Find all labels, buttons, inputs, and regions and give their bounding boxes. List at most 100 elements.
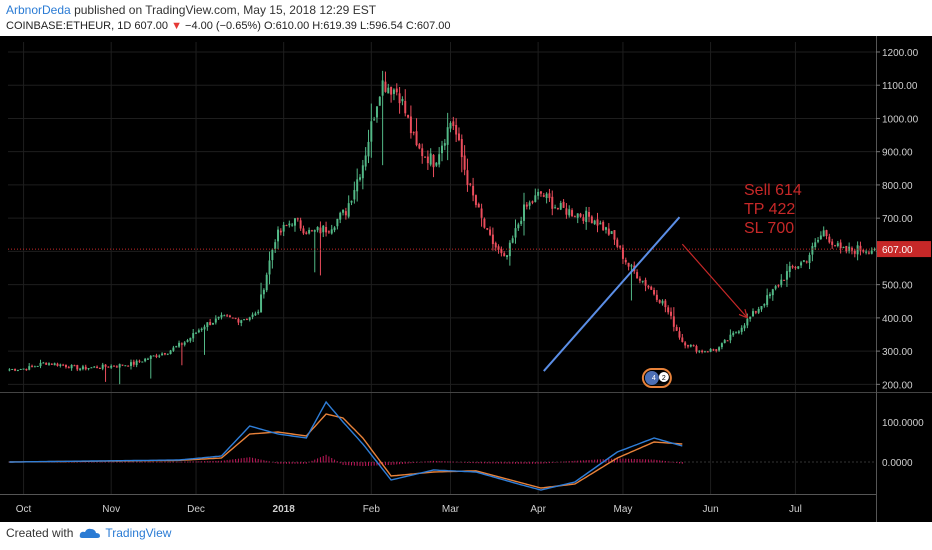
- candle-body: [245, 319, 248, 321]
- candle-body: [548, 193, 551, 199]
- candle-body: [599, 222, 602, 225]
- candle-body: [865, 251, 868, 253]
- time-tick-label: 2018: [273, 504, 296, 515]
- time-tick-label: Jul: [789, 504, 802, 515]
- candle-body: [627, 262, 630, 267]
- candle-body: [279, 230, 282, 233]
- author-link[interactable]: ArbnorDeda: [6, 3, 71, 17]
- time-tick-label: Apr: [530, 504, 546, 515]
- candle-body: [740, 327, 743, 332]
- candle-body: [489, 229, 492, 235]
- price-tick-label: 500.00: [882, 281, 913, 292]
- candle-body: [455, 124, 458, 135]
- candle-body: [808, 254, 811, 264]
- candle-body: [554, 207, 557, 209]
- price-tick-label: 700.00: [882, 214, 913, 225]
- candle-body: [115, 366, 118, 368]
- candle-body: [268, 260, 271, 275]
- candle-body: [127, 365, 130, 367]
- candle-body: [144, 358, 147, 362]
- candle-body: [689, 344, 692, 347]
- candle-body: [367, 141, 370, 157]
- candle-body: [763, 304, 766, 306]
- candle-body: [305, 232, 308, 234]
- candle-body: [336, 218, 339, 227]
- candle-body: [534, 195, 537, 202]
- price-tick-label: 1100.00: [882, 81, 918, 92]
- price-tick-label: 200.00: [882, 380, 913, 391]
- candle-body: [319, 227, 322, 234]
- candle-body: [169, 350, 172, 354]
- candle-body: [630, 265, 633, 267]
- candle-body: [424, 156, 427, 158]
- candle-body: [172, 347, 175, 351]
- candle-body: [621, 247, 624, 259]
- candle-body: [48, 363, 50, 365]
- candle-body: [441, 145, 443, 154]
- candle-body: [98, 367, 101, 369]
- candle-body: [209, 322, 212, 326]
- candle-body: [596, 219, 599, 226]
- candle-body: [407, 114, 410, 118]
- tradingview-brand[interactable]: TradingView: [79, 526, 171, 540]
- candle-body: [585, 210, 588, 223]
- candle-body: [780, 279, 783, 286]
- candle-body: [274, 242, 277, 249]
- candle-body: [189, 337, 192, 341]
- candle-body: [822, 230, 825, 237]
- candle-body: [565, 208, 568, 215]
- candle-body: [559, 203, 562, 210]
- candle-body: [590, 216, 593, 224]
- candle-body: [568, 209, 571, 216]
- candle-body: [152, 355, 155, 357]
- candle-body: [757, 308, 760, 313]
- candle-body: [25, 368, 28, 371]
- price-tick-label: 800.00: [882, 181, 913, 192]
- candle-body: [313, 230, 316, 232]
- high-value: H:619.39: [312, 20, 357, 32]
- candle-body: [469, 183, 472, 185]
- ticker-line: COINBASE:ETHEUR, 1D 607.00 ▼ −4.00 (−0.6…: [6, 20, 451, 32]
- candle-body: [457, 133, 460, 141]
- price-chart[interactable]: Sell 614 TP 422 SL 700 4 2 200.00 300.00 400.00…: [0, 36, 932, 522]
- candle-body: [254, 313, 257, 316]
- candle-body: [588, 211, 591, 217]
- time-tick-label: Nov: [102, 504, 120, 515]
- candle-body: [186, 340, 189, 342]
- candle-body: [73, 365, 76, 367]
- trade-annotation-line: TP 422: [744, 201, 795, 218]
- candle-body: [282, 224, 285, 232]
- time-tick-label: Oct: [16, 504, 32, 515]
- candle-body: [491, 234, 494, 245]
- candle-body: [506, 255, 509, 257]
- candle-body: [277, 229, 280, 242]
- candle-body: [607, 228, 610, 235]
- candle-body: [749, 316, 752, 319]
- candle-body: [356, 179, 359, 192]
- candle-body: [220, 314, 223, 318]
- candle-body: [754, 311, 757, 313]
- candle-body: [814, 242, 817, 247]
- events-badge-frame: [641, 368, 672, 388]
- candle-body: [214, 318, 217, 323]
- candle-body: [155, 355, 158, 358]
- candle-body: [542, 195, 545, 197]
- candle-body: [709, 348, 712, 352]
- candle-body: [667, 307, 670, 313]
- price-tick-label: 900.00: [882, 148, 913, 159]
- candle-body: [675, 327, 678, 331]
- candle-body: [183, 342, 186, 345]
- candle-body: [248, 317, 251, 320]
- trade-annotation-line: Sell 614: [744, 182, 802, 199]
- candle-body: [260, 294, 263, 313]
- candle-body: [62, 364, 65, 366]
- candle-body: [226, 315, 229, 317]
- candle-body: [322, 225, 325, 233]
- candle-body: [16, 369, 19, 371]
- price-tick-label: 400.00: [882, 314, 913, 325]
- candle-body: [76, 365, 79, 370]
- candle-body: [240, 320, 243, 323]
- candle-body: [760, 306, 763, 310]
- time-tick-label: Dec: [187, 504, 205, 515]
